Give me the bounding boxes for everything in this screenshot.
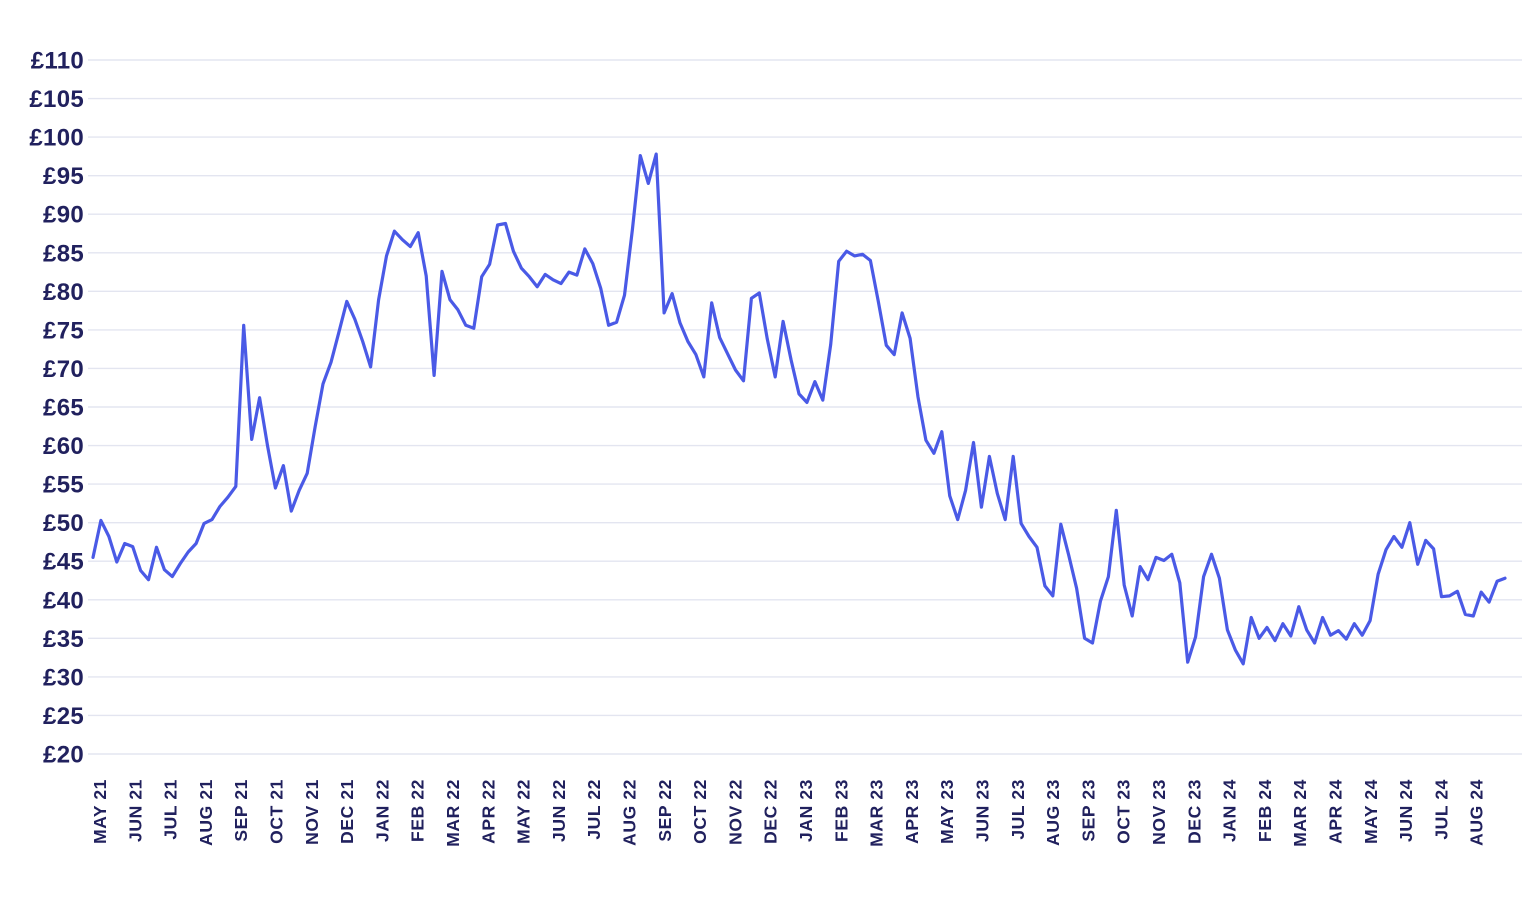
y-axis-label: £100: [29, 125, 84, 152]
x-axis-label: MAR 22: [443, 779, 463, 847]
x-axis-label: AUG 23: [1043, 779, 1063, 846]
y-axis-label: £60: [43, 433, 84, 460]
y-axis-label: £25: [43, 703, 84, 730]
y-axis-label: £85: [43, 240, 84, 267]
x-axis-label: SEP 23: [1078, 779, 1098, 842]
y-axis-label: £55: [43, 472, 84, 499]
x-axis-label: JUL 22: [584, 779, 604, 840]
x-axis-label: JAN 22: [372, 779, 392, 842]
y-axis-label: £110: [31, 48, 84, 75]
x-axis-label: SEP 22: [655, 779, 675, 842]
x-axis-label: MAY 22: [514, 779, 534, 844]
x-axis-label: MAY 21: [90, 779, 110, 844]
y-axis-label: £80: [43, 279, 84, 306]
x-axis-label: JUL 24: [1431, 779, 1451, 840]
y-axis-label: £95: [43, 163, 84, 190]
x-axis-label: NOV 22: [725, 779, 745, 845]
y-axis-label: £90: [43, 202, 84, 229]
x-axis-label: DEC 21: [337, 779, 357, 844]
x-axis-label: FEB 24: [1255, 779, 1275, 842]
x-axis-label: MAY 23: [937, 779, 957, 844]
x-axis-label: OCT 21: [267, 779, 287, 844]
x-axis-label: DEC 22: [761, 779, 781, 844]
x-axis-label: NOV 21: [302, 779, 322, 845]
x-axis-label: JUN 21: [125, 779, 145, 842]
x-axis-label: JUL 21: [161, 779, 181, 840]
x-axis-label: FEB 23: [831, 779, 851, 842]
x-axis-label: APR 22: [478, 779, 498, 844]
x-axis-label: SEP 21: [231, 779, 251, 842]
y-axis-label: £65: [43, 395, 84, 422]
y-axis-label: £35: [43, 626, 84, 653]
x-axis-label: NOV 23: [1149, 779, 1169, 845]
price-series-line: [91, 152, 1507, 666]
x-axis-label: JUL 23: [1008, 779, 1028, 840]
x-axis-label: APR 24: [1326, 779, 1346, 844]
x-axis-label: APR 23: [902, 779, 922, 844]
x-axis-label: MAR 23: [867, 779, 887, 847]
x-axis-label: AUG 21: [196, 779, 216, 846]
x-axis-label: JUN 23: [973, 779, 993, 842]
x-axis-label: OCT 22: [690, 779, 710, 844]
x-axis-label: AUG 24: [1467, 779, 1487, 846]
x-axis-label: OCT 23: [1114, 779, 1134, 844]
y-axis-label: £70: [43, 356, 84, 383]
y-axis-label: £30: [43, 664, 84, 691]
y-axis-label: £45: [43, 549, 84, 576]
y-axis-label: £50: [43, 510, 84, 537]
x-axis-label: JUN 24: [1396, 779, 1416, 842]
y-axis-label: £75: [43, 317, 84, 344]
x-axis-label: MAR 24: [1290, 779, 1310, 847]
y-axis-label: £40: [43, 587, 84, 614]
x-axis-label: AUG 22: [620, 779, 640, 846]
x-axis-label: DEC 23: [1184, 779, 1204, 844]
x-axis-label: JAN 23: [796, 779, 816, 842]
y-axis-label: £105: [29, 86, 84, 113]
x-axis-label: JAN 24: [1220, 779, 1240, 842]
x-axis-label: JUN 22: [549, 779, 569, 842]
x-axis-label: MAY 24: [1361, 779, 1381, 844]
x-axis-label: FEB 22: [408, 779, 428, 842]
y-axis-label: £20: [43, 742, 84, 769]
